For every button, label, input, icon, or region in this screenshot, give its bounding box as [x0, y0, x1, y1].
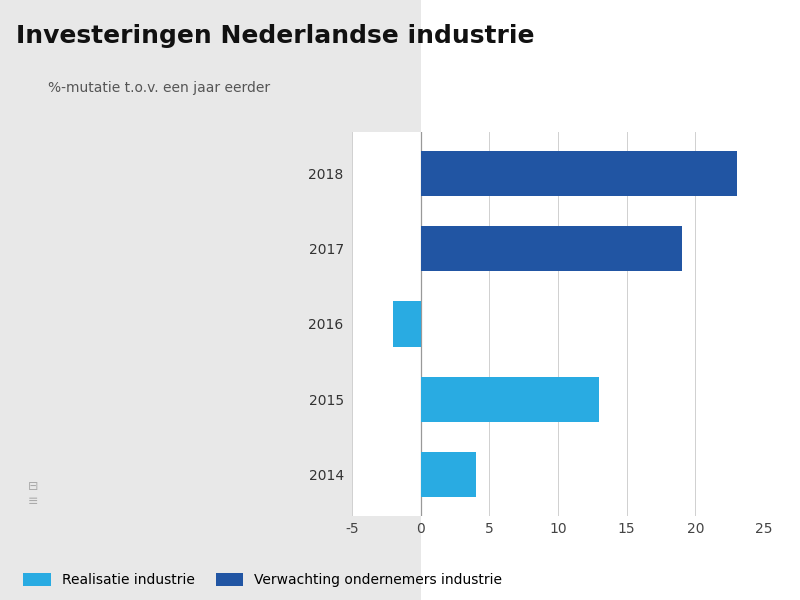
- Bar: [421, 377, 599, 422]
- Text: ⊟
≡: ⊟ ≡: [28, 480, 38, 508]
- Bar: [394, 301, 421, 347]
- Bar: [421, 226, 682, 271]
- Legend: Realisatie industrie, Verwachting ondernemers industrie: Realisatie industrie, Verwachting ondern…: [23, 573, 502, 587]
- Bar: [421, 151, 737, 196]
- Text: Investeringen Nederlandse industrie: Investeringen Nederlandse industrie: [16, 24, 534, 48]
- Text: %-mutatie t.o.v. een jaar eerder: %-mutatie t.o.v. een jaar eerder: [48, 81, 270, 95]
- Bar: [421, 452, 475, 497]
